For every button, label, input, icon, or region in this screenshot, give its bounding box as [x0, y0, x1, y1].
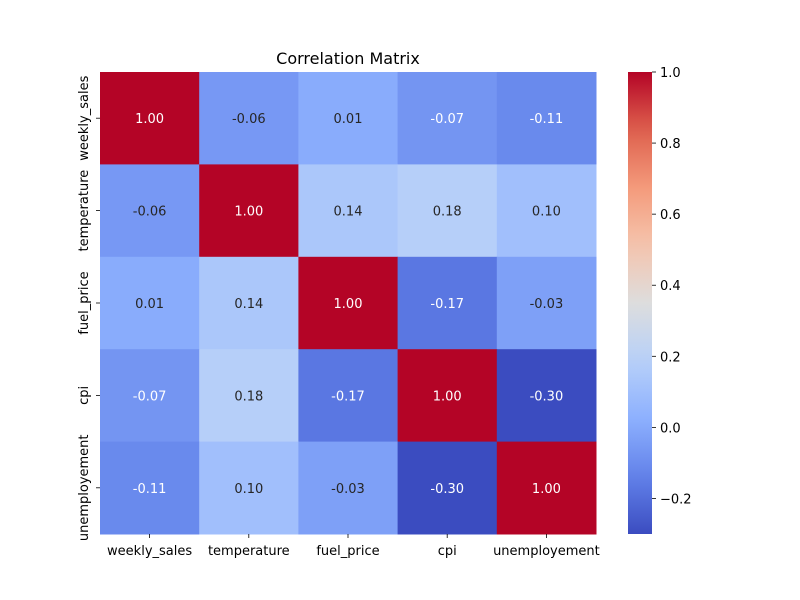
heatmap-cell-value: 0.10 [532, 205, 561, 220]
y-tick-label: unemployement [77, 434, 92, 541]
heatmap-cell-value: -0.03 [530, 297, 564, 312]
heatmap-cell [397, 256, 498, 350]
heatmap-cell-value: 1.00 [433, 389, 462, 404]
heatmap-cell-value: 0.01 [135, 297, 164, 312]
heatmap-cell-value: 1.00 [532, 482, 561, 497]
heatmap-cell [100, 441, 200, 535]
heatmap-cell-value: -0.11 [530, 112, 564, 127]
x-tick-label: weekly_sales [107, 544, 192, 559]
colorbar-tick-label: −0.2 [660, 492, 692, 507]
heatmap-cell [397, 441, 498, 535]
heatmap-cell [298, 164, 399, 258]
x-tick-label: fuel_price [316, 544, 379, 559]
heatmap-cell [298, 441, 399, 535]
colorbar-ticks: 1.0 0.8 0.6 0.4 0.2 0.0 −0.2 [652, 66, 692, 507]
heatmap-cell [199, 164, 299, 258]
chart-title: Correlation Matrix [276, 49, 420, 68]
heatmap-cell [199, 256, 299, 350]
heatmap-cells [100, 72, 597, 535]
heatmap-cell [496, 256, 597, 350]
heatmap-cell-value: 1.00 [234, 205, 263, 220]
heatmap-cell [199, 441, 299, 535]
heatmap-cell-value: 0.18 [433, 205, 462, 220]
colorbar-tick-label: 0.8 [660, 137, 681, 152]
heatmap-cell-value: 0.10 [234, 482, 263, 497]
heatmap-cell-value: -0.30 [530, 389, 564, 404]
y-tick-label: weekly_sales [77, 75, 92, 160]
heatmap-cell-value: -0.06 [232, 112, 266, 127]
colorbar [628, 72, 652, 534]
heatmap-cell-value: 0.01 [334, 112, 363, 127]
heatmap-cell [496, 441, 597, 535]
x-tick-label: temperature [208, 544, 290, 559]
heatmap-cell-value: -0.30 [430, 482, 464, 497]
heatmap-cell-value: 0.18 [234, 389, 263, 404]
y-tick-label: cpi [77, 386, 92, 405]
heatmap-cell-value: -0.07 [133, 389, 167, 404]
colorbar-tick-label: 1.0 [660, 66, 681, 81]
heatmap-cell [496, 164, 597, 258]
heatmap-cell [298, 349, 399, 443]
y-tick-label: temperature [77, 170, 92, 252]
heatmap-cell-labels: 1.00 -0.06 0.01 -0.07 -0.11 -0.06 1.00 0.14 0.18… [133, 112, 563, 497]
colorbar-tick-label: 0.4 [660, 279, 681, 294]
x-tick-label: unemployement [493, 544, 600, 559]
heatmap-cell [100, 256, 200, 350]
heatmap-cell [100, 349, 200, 443]
heatmap-cell [100, 164, 200, 258]
heatmap-cell-value: 0.14 [334, 205, 363, 220]
colorbar-tick-label: 0.0 [660, 421, 681, 436]
heatmap-cell-value: -0.07 [430, 112, 464, 127]
heatmap-cell [298, 72, 399, 165]
heatmap-cell [496, 72, 597, 165]
heatmap-cell-value: -0.06 [133, 205, 167, 220]
heatmap-cell [100, 72, 200, 165]
heatmap-cell-value: 0.14 [234, 297, 263, 312]
heatmap-cell-value: -0.03 [331, 482, 365, 497]
heatmap-cell [397, 349, 498, 443]
heatmap-cell [397, 72, 498, 165]
heatmap-cell [496, 349, 597, 443]
heatmap-cell [199, 72, 299, 165]
heatmap-cell-value: -0.11 [133, 482, 167, 497]
heatmap-cell-value: 1.00 [135, 112, 164, 127]
heatmap-cell-value: 1.00 [334, 297, 363, 312]
heatmap-cell [397, 164, 498, 258]
heatmap-cell [298, 256, 399, 350]
heatmap-cell-value: -0.17 [331, 389, 365, 404]
heatmap-cell-value: -0.17 [430, 297, 464, 312]
heatmap-cell [199, 349, 299, 443]
x-axis-ticks: weekly_sales temperature fuel_price cpi unem… [107, 534, 600, 559]
colorbar-tick-label: 0.6 [660, 208, 681, 223]
y-tick-label: fuel_price [77, 271, 92, 334]
colorbar-tick-label: 0.2 [660, 350, 681, 365]
x-tick-label: cpi [438, 544, 457, 559]
